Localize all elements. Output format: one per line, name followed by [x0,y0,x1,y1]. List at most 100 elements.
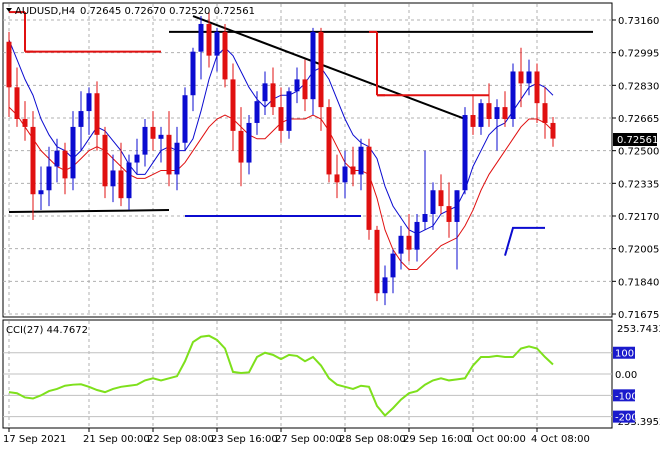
candle[interactable] [222,23,228,88]
candle[interactable] [334,154,340,199]
candle[interactable] [126,154,132,211]
candle[interactable] [510,63,516,127]
candle[interactable] [14,67,20,127]
candle[interactable] [230,63,236,151]
candle[interactable] [486,83,492,127]
candle[interactable] [438,174,444,215]
candle[interactable] [534,63,540,123]
candle-body [262,83,268,102]
candle-body [374,229,380,294]
candle[interactable] [462,107,468,195]
candle[interactable] [150,111,156,151]
candle[interactable] [430,182,436,230]
candle[interactable] [174,126,180,191]
current-price-tag-box [613,133,657,146]
candle[interactable] [38,166,44,211]
candle[interactable] [526,59,532,96]
candle[interactable] [414,214,420,262]
candle[interactable] [254,91,260,135]
price-tick-label: 0.72995 [618,49,659,60]
candle[interactable] [382,265,388,306]
cci-pane[interactable]: CCI(27) 44.7672 [2,319,613,429]
cci-level-tag [613,410,635,423]
trendline[interactable] [192,15,466,120]
candle-body [198,23,204,52]
cci-level-label: 100 [615,349,634,360]
time-tick-label: 4 Oct 08:00 [531,434,590,445]
candle[interactable] [70,111,76,191]
candle[interactable] [350,146,356,187]
candle[interactable] [6,31,12,118]
candle[interactable] [54,138,60,183]
candle[interactable] [262,71,268,116]
candle-body [70,126,76,179]
candle[interactable] [62,142,68,195]
cci-level-label: -200 [615,413,638,424]
candle-body [238,130,244,163]
candle-body [158,134,164,139]
candle[interactable] [390,249,396,294]
candle[interactable] [502,91,508,127]
candle[interactable] [278,87,284,143]
candle-body [294,79,300,92]
candle[interactable] [310,27,316,116]
candle[interactable] [550,117,556,147]
candle[interactable] [198,16,204,80]
candle[interactable] [270,67,276,116]
candle[interactable] [494,99,500,151]
candle[interactable] [326,99,332,183]
candle[interactable] [206,12,212,68]
price-tick-label: 0.71840 [618,277,659,288]
candle[interactable] [142,118,148,167]
candle[interactable] [246,115,252,175]
candle[interactable] [78,91,84,151]
symbol-label: AUDUSD,H4 [15,6,75,17]
candle[interactable] [342,150,348,199]
trendline[interactable] [8,209,170,214]
candle[interactable] [110,154,116,203]
candle[interactable] [366,138,372,240]
time-tick-label: 29 Sep 16:00 [403,434,470,445]
time-tick-label: 21 Sep 00:00 [83,434,150,445]
candle[interactable] [406,214,412,262]
candle[interactable] [102,126,108,199]
price-pane[interactable]: AUDUSD,H4 0.72645 0.72670 0.72520 0.7256… [2,2,613,318]
candle[interactable] [22,101,28,141]
candle[interactable] [118,142,124,207]
candle[interactable] [446,182,452,238]
candle[interactable] [478,99,484,135]
candle[interactable] [302,59,308,112]
candle-body [302,79,308,100]
candle[interactable] [214,27,220,72]
candle[interactable] [286,87,292,139]
trendlines[interactable] [8,11,593,256]
candle[interactable] [542,87,548,139]
candle[interactable] [374,225,380,302]
candle[interactable] [46,146,52,207]
candle[interactable] [134,138,140,175]
candle[interactable] [94,81,100,151]
candle-body [470,115,476,127]
candle[interactable] [398,225,404,270]
support-step [504,226,545,256]
candle-body [366,146,372,230]
candle[interactable] [518,47,524,108]
candle[interactable] [86,87,92,135]
candle[interactable] [190,47,196,112]
dropdown-arrow-icon[interactable] [6,8,12,12]
candle[interactable] [318,27,324,131]
candle[interactable] [158,126,164,163]
ohlc-quote: 0.72645 0.72670 0.72520 0.72561 [80,6,255,17]
time-tick-label: 1 Oct 00:00 [467,434,526,445]
candle[interactable] [30,111,36,220]
candle[interactable] [166,111,172,187]
candle[interactable] [238,107,244,187]
candles[interactable] [6,12,556,306]
candle[interactable] [470,95,476,135]
candle[interactable] [182,87,188,151]
candle[interactable] [358,138,364,191]
candle-body [142,126,148,155]
candle[interactable] [294,67,300,104]
candle[interactable] [422,150,428,230]
candle[interactable] [454,190,460,270]
